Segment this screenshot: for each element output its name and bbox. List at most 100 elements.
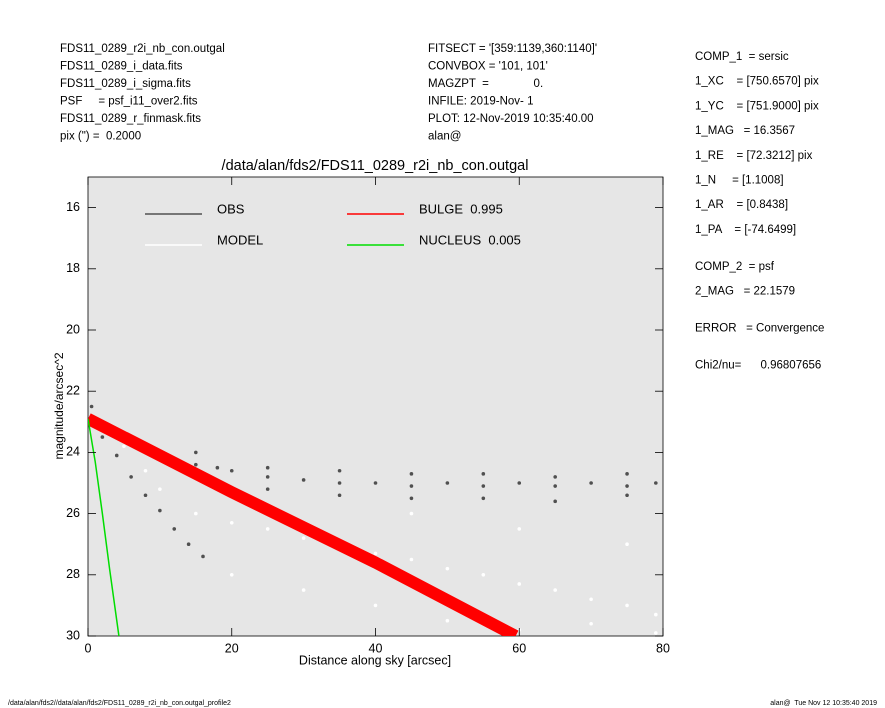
scatter-point: [553, 499, 557, 504]
scatter-point: [172, 527, 177, 531]
scatter-point: [143, 468, 148, 473]
chart-title: /data/alan/fds2/FDS11_0289_r2i_nb_con.ou…: [222, 158, 529, 174]
header-middle-line: CONVBOX = '101, 101': [428, 61, 548, 73]
fit-parameter: ERROR = Convergence: [695, 323, 824, 335]
x-tick-label: 60: [512, 641, 526, 655]
x-tick-label: 40: [369, 641, 383, 655]
legend-label: MODEL: [217, 232, 263, 247]
scatter-point: [265, 475, 270, 479]
scatter-point: [553, 588, 557, 592]
scatter-point: [337, 493, 342, 498]
scatter-point: [194, 450, 198, 455]
scatter-point: [337, 468, 342, 473]
x-tick-label: 20: [225, 641, 239, 655]
scatter-point: [481, 472, 486, 476]
header-left-line: PSF = psf_i11_over2.fits: [60, 96, 198, 108]
scatter-point: [589, 481, 593, 485]
scatter-point: [129, 475, 133, 479]
header-left-line: FDS11_0289_r2i_nb_con.outgal: [60, 43, 225, 55]
legend-label: OBS: [217, 201, 245, 216]
fit-parameter: 1_RE = [72.3212] pix: [695, 150, 813, 162]
header-middle-line: INFILE: 2019-Nov- 1: [428, 96, 533, 108]
fit-parameter: 1_AR = [0.8438]: [695, 199, 788, 211]
fit-parameter: Chi2/nu= 0.96807656: [695, 360, 821, 372]
scatter-point: [158, 487, 162, 491]
scatter-point: [409, 496, 414, 501]
x-tick-label: 80: [656, 641, 670, 655]
fit-parameter: 1_N = [1.1008]: [695, 175, 784, 187]
fit-parameter: 2_MAG = 22.1579: [695, 286, 795, 298]
scatter-point: [301, 536, 306, 540]
fit-parameter: 1_PA = [-74.6499]: [695, 224, 796, 236]
scatter-point: [625, 542, 629, 546]
header-middle-line: PLOT: 12-Nov-2019 10:35:40.00: [428, 113, 594, 125]
header-middle-line: FITSECT = '[359:1139,360:1140]': [428, 43, 597, 55]
fit-parameter: COMP_1 = sersic: [695, 51, 789, 63]
scatter-point: [100, 435, 105, 439]
footer-left: /data/alan/fds2//data/alan/fds2/FDS11_02…: [8, 700, 231, 707]
scatter-point: [589, 621, 593, 626]
scatter-point: [654, 631, 658, 635]
scatter-point: [654, 612, 658, 617]
fit-parameter: 1_XC = [750.6570] pix: [695, 76, 819, 88]
scatter-point: [186, 542, 191, 546]
legend-label: BULGE 0.995: [419, 201, 503, 216]
scatter-point: [301, 588, 306, 592]
y-tick-label: 24: [66, 445, 80, 459]
y-tick-label: 20: [66, 322, 80, 336]
scatter-point: [229, 520, 234, 525]
scatter-point: [373, 603, 378, 608]
y-tick-label: 16: [66, 200, 80, 214]
scatter-point: [89, 404, 94, 409]
header-left-line: FDS11_0289_r_finmask.fits: [60, 113, 201, 125]
scatter-point: [409, 557, 414, 562]
scatter-point: [654, 481, 658, 485]
header-left-line: pix (") = 0.2000: [60, 131, 141, 143]
scatter-point: [373, 551, 378, 556]
scatter-point: [553, 475, 557, 479]
scatter-point: [265, 527, 270, 531]
scatter-point: [481, 484, 486, 488]
fit-parameter: COMP_2 = psf: [695, 261, 775, 273]
y-tick-label: 26: [66, 506, 80, 520]
header-left-line: FDS11_0289_i_data.fits: [60, 61, 183, 73]
fit-parameter: 1_MAG = 16.3567: [695, 125, 795, 137]
scatter-point: [481, 496, 486, 501]
scatter-point: [373, 481, 378, 485]
scatter-point: [114, 453, 119, 458]
scatter-point: [201, 554, 205, 559]
y-axis-label: magnitude/arcsec^2: [52, 352, 66, 459]
header-middle-line: MAGZPT = 0.: [428, 78, 543, 90]
scatter-point: [301, 478, 306, 482]
model-band: [88, 413, 519, 636]
legend-label: NUCLEUS 0.005: [419, 232, 521, 247]
footer-right: alan@ Tue Nov 12 10:35:40 2019: [770, 700, 877, 707]
scatter-point: [445, 566, 450, 571]
scatter-point: [481, 573, 486, 577]
scatter-point: [229, 573, 234, 577]
scatter-point: [625, 484, 629, 488]
scatter-point: [194, 462, 198, 467]
scatter-point: [215, 465, 220, 470]
scatter-point: [625, 493, 629, 498]
scatter-point: [194, 511, 198, 516]
header-middle-line: alan@: [428, 131, 461, 143]
scatter-point: [409, 484, 414, 488]
scatter-point: [517, 481, 522, 485]
y-tick-label: 30: [66, 628, 80, 642]
scatter-point: [409, 511, 414, 516]
x-axis-label: Distance along sky [arcsec]: [299, 653, 451, 667]
scatter-point: [229, 468, 234, 473]
y-tick-label: 22: [66, 383, 80, 397]
scatter-point: [409, 472, 414, 476]
scatter-point: [265, 465, 270, 470]
x-tick-label: 0: [85, 641, 92, 655]
scatter-point: [589, 597, 593, 602]
fit-parameter: 1_YC = [751.9000] pix: [695, 100, 819, 112]
model-line: [88, 418, 120, 636]
scatter-point: [445, 481, 450, 485]
scatter-point: [517, 582, 522, 586]
scatter-point: [265, 487, 270, 491]
scatter-point: [625, 472, 629, 476]
